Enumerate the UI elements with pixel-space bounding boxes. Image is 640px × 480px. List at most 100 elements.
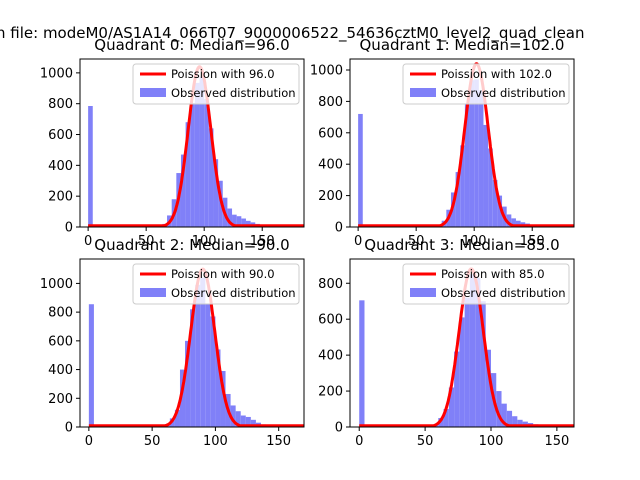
y-tick-label: 0 [65, 221, 73, 236]
histogram-bar [475, 277, 481, 427]
histogram-bar [190, 309, 196, 427]
subplot-quadrant-3: 0 50 100 150 0 200 400 600 800 Poission with 85.0… [318, 236, 575, 449]
histogram-bar [185, 122, 191, 227]
legend-poisson-label: Poission with 102.0 [441, 67, 552, 81]
histogram-bar [213, 159, 219, 227]
histogram-bar [448, 387, 455, 427]
x-tick-label: 0 [84, 234, 92, 249]
histogram-bar [208, 128, 214, 227]
subplot-title: Quadrant 1: Median=102.0 [360, 36, 565, 54]
legend-observed-label: Observed distribution [171, 86, 296, 100]
histogram-bar [205, 303, 211, 427]
x-tick-label: 100 [479, 434, 504, 449]
histogram-bar [241, 218, 246, 227]
x-tick-label: 50 [138, 234, 155, 249]
x-tick-label: 100 [462, 234, 487, 249]
histogram-bar [492, 179, 498, 227]
y-tick-label: 1000 [310, 63, 343, 78]
subplot-title: Quadrant 0: Median=96.0 [94, 36, 289, 54]
subplot-quadrant-0: 0 50 100 150 0 200 400 600 800 1000 Poission with … [40, 36, 305, 249]
y-tick-label: 1000 [40, 66, 73, 81]
histogram-bar [450, 192, 456, 227]
histogram-bar [245, 220, 251, 227]
histogram-bars [88, 277, 292, 427]
histogram-bar [199, 76, 205, 227]
histogram-bars [359, 274, 560, 427]
y-tick-label: 800 [318, 277, 343, 292]
histogram-bar [194, 82, 200, 227]
legend-observed-swatch [410, 288, 436, 297]
legend-box [132, 63, 300, 105]
histogram-bar [497, 195, 503, 227]
histogram-bar [240, 415, 246, 427]
y-tick-label: 200 [318, 189, 343, 204]
histogram-bar [359, 300, 365, 427]
x-tick-label: 50 [408, 234, 425, 249]
histogram-bar [88, 106, 93, 227]
y-tick-label: 600 [48, 334, 73, 349]
legend-poisson-label: Poission with 90.0 [171, 267, 275, 281]
histogram-bar [501, 403, 507, 427]
histogram-bar [245, 416, 251, 427]
histogram-bar [496, 391, 502, 427]
histogram-bar [195, 284, 201, 427]
y-tick-label: 400 [48, 363, 73, 378]
histogram-bar [236, 216, 242, 227]
histogram-bar [469, 80, 475, 227]
y-tick-label: 600 [318, 313, 343, 328]
histogram-bar [517, 419, 523, 427]
histogram-bar [506, 214, 512, 227]
x-tick-label: 150 [250, 234, 275, 249]
subplot-title: Quadrant 3: Median=85.0 [364, 236, 559, 254]
histogram-bar [185, 340, 191, 427]
axes-frame [349, 258, 575, 428]
y-tick-label: 800 [48, 97, 73, 112]
y-tick-label: 600 [318, 126, 343, 141]
histogram-bar [454, 351, 460, 427]
legend-observed-label: Observed distribution [441, 286, 566, 300]
histogram-bars [358, 79, 558, 227]
histogram-bar [459, 317, 465, 427]
x-tick-label: 50 [144, 434, 161, 449]
legend-observed-label: Observed distribution [441, 86, 566, 100]
histogram-bar [474, 79, 479, 227]
y-tick-label: 0 [65, 421, 73, 436]
y-tick-label: 0 [335, 221, 343, 236]
histogram-bar [204, 99, 209, 227]
y-tick-label: 200 [318, 385, 343, 400]
histogram-bar [179, 369, 186, 427]
legend-box [132, 263, 300, 305]
x-tick-label: 100 [203, 434, 228, 449]
histogram-bar [469, 274, 476, 427]
histogram-bar [515, 220, 521, 227]
histogram-bar [232, 214, 237, 227]
legend-box [402, 263, 570, 305]
y-tick-label: 400 [48, 159, 73, 174]
histogram-bar [485, 349, 491, 427]
histogram-bar [512, 416, 518, 427]
x-tick-label: 150 [544, 434, 569, 449]
histogram-bar [455, 172, 461, 227]
poisson-curve [357, 62, 574, 227]
y-tick-label: 0 [335, 421, 343, 436]
axes-frame [79, 58, 305, 228]
histogram-bar [478, 90, 484, 227]
legend-observed-swatch [140, 88, 166, 97]
legend-observed-label: Observed distribution [171, 286, 296, 300]
y-tick-label: 400 [318, 349, 343, 364]
subplot-title: Quadrant 2: Median=90.0 [94, 236, 289, 254]
legend-observed-swatch [410, 88, 436, 97]
histogram-bar [460, 145, 465, 227]
x-tick-label: 0 [355, 434, 363, 449]
x-tick-label: 100 [192, 234, 217, 249]
axes-frame [349, 58, 575, 228]
axes-frame [79, 258, 305, 428]
histogram-bar [250, 419, 256, 427]
legend-box [402, 63, 570, 105]
histogram-bar [180, 154, 186, 227]
y-tick-label: 1000 [40, 277, 73, 292]
histogram-bar [220, 371, 226, 427]
histogram-bar [464, 104, 470, 227]
